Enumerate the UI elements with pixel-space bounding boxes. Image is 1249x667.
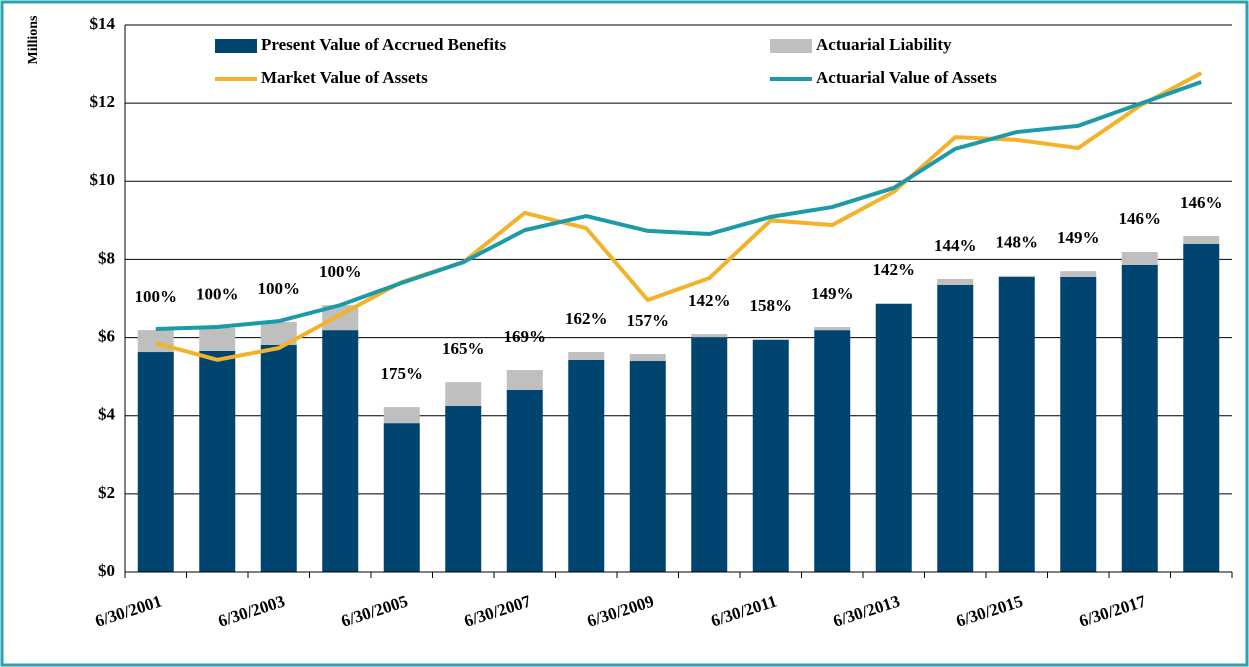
funded-ratio-label: 100% [319, 262, 362, 281]
bar-segment [937, 278, 974, 285]
funded-ratio-label: 100% [135, 287, 178, 306]
bar-segment [1121, 252, 1158, 265]
bar-segment [506, 370, 543, 390]
funded-ratio-label: 165% [442, 339, 485, 358]
funded-ratio-label: 169% [504, 327, 547, 346]
bar-segment [937, 284, 974, 572]
bar-segment [137, 330, 174, 353]
y-tick-label: $0 [98, 561, 115, 580]
y-tick-label: $2 [98, 483, 115, 502]
funded-ratio-label: 148% [996, 233, 1039, 252]
bar-segment [445, 382, 482, 406]
bar-segment [998, 275, 1035, 278]
y-axis-label: Millions [26, 15, 41, 65]
bar-segment [445, 405, 482, 572]
bar-segment [875, 303, 912, 304]
bar-segment [1183, 243, 1220, 573]
legend-swatch [770, 39, 812, 53]
bar-segment [568, 359, 605, 572]
bar-segment [1121, 264, 1158, 572]
y-tick-label: $12 [90, 92, 116, 111]
funded-ratio-label: 158% [750, 296, 793, 315]
x-tick-label: 6/30/2015 [954, 591, 1025, 630]
x-tick-label: 6/30/2013 [831, 591, 902, 630]
funded-ratio-label: 146% [1180, 193, 1223, 212]
bar-segment [752, 339, 789, 340]
bar-segment [1060, 271, 1097, 278]
funded-ratio-label: 144% [934, 236, 977, 255]
funded-ratio-label: 162% [565, 309, 608, 328]
bar-segment [506, 389, 543, 572]
line-series [155, 80, 1202, 331]
bar-segment [629, 361, 666, 572]
funded-ratio-label: 149% [811, 284, 854, 303]
bar-segment [814, 327, 851, 331]
funded-ratio-label: 175% [381, 364, 424, 383]
x-tick-label: 6/30/2009 [585, 591, 656, 630]
funded-ratio-label: 100% [196, 285, 239, 304]
x-tick-label: 6/30/2003 [216, 591, 287, 630]
bar-segment [1183, 235, 1220, 244]
y-tick-label: $10 [90, 170, 116, 189]
line-series [155, 71, 1203, 362]
bar-segment [137, 352, 174, 572]
bar-segment [875, 303, 912, 572]
x-tick-label: 6/30/2011 [709, 591, 780, 630]
bar-segment [199, 327, 236, 351]
bar-segment [383, 423, 420, 572]
funded-ratio-label: 146% [1119, 209, 1162, 228]
bar-segment [260, 321, 297, 345]
bar-segment [814, 330, 851, 572]
legend-label: Actuarial Value of Assets [816, 68, 997, 87]
funded-ratio-label: 100% [258, 279, 301, 298]
y-tick-label: $14 [90, 14, 116, 33]
bar-segment [691, 334, 728, 338]
x-tick-label: 6/30/2017 [1077, 591, 1149, 631]
bar-segment [691, 337, 728, 572]
bar-segment [260, 344, 297, 572]
legend-label: Present Value of Accrued Benefits [261, 35, 507, 54]
x-tick-label: 6/30/2007 [462, 591, 534, 631]
y-tick-label: $4 [98, 405, 116, 424]
bar-segment [199, 350, 236, 572]
bar-segment [1060, 277, 1097, 572]
legend-label: Market Value of Assets [261, 68, 428, 87]
bar-segment [383, 407, 420, 424]
bar-segment [998, 277, 1035, 572]
y-tick-label: $8 [98, 248, 115, 267]
bar-segment [322, 330, 359, 572]
bar-segment [629, 353, 666, 362]
legend-swatch [215, 39, 257, 53]
funded-ratio-label: 149% [1057, 228, 1100, 247]
bar-segment [568, 352, 605, 360]
legend-label: Actuarial Liability [816, 35, 952, 54]
bar-segment [752, 339, 789, 572]
funded-ratio-label: 157% [627, 311, 670, 330]
x-tick-label: 6/30/2005 [339, 591, 410, 630]
x-tick-label: 6/30/2001 [93, 591, 164, 630]
y-tick-label: $6 [98, 326, 115, 345]
funded-ratio-label: 142% [873, 260, 916, 279]
funded-ratio-label: 142% [688, 291, 731, 310]
